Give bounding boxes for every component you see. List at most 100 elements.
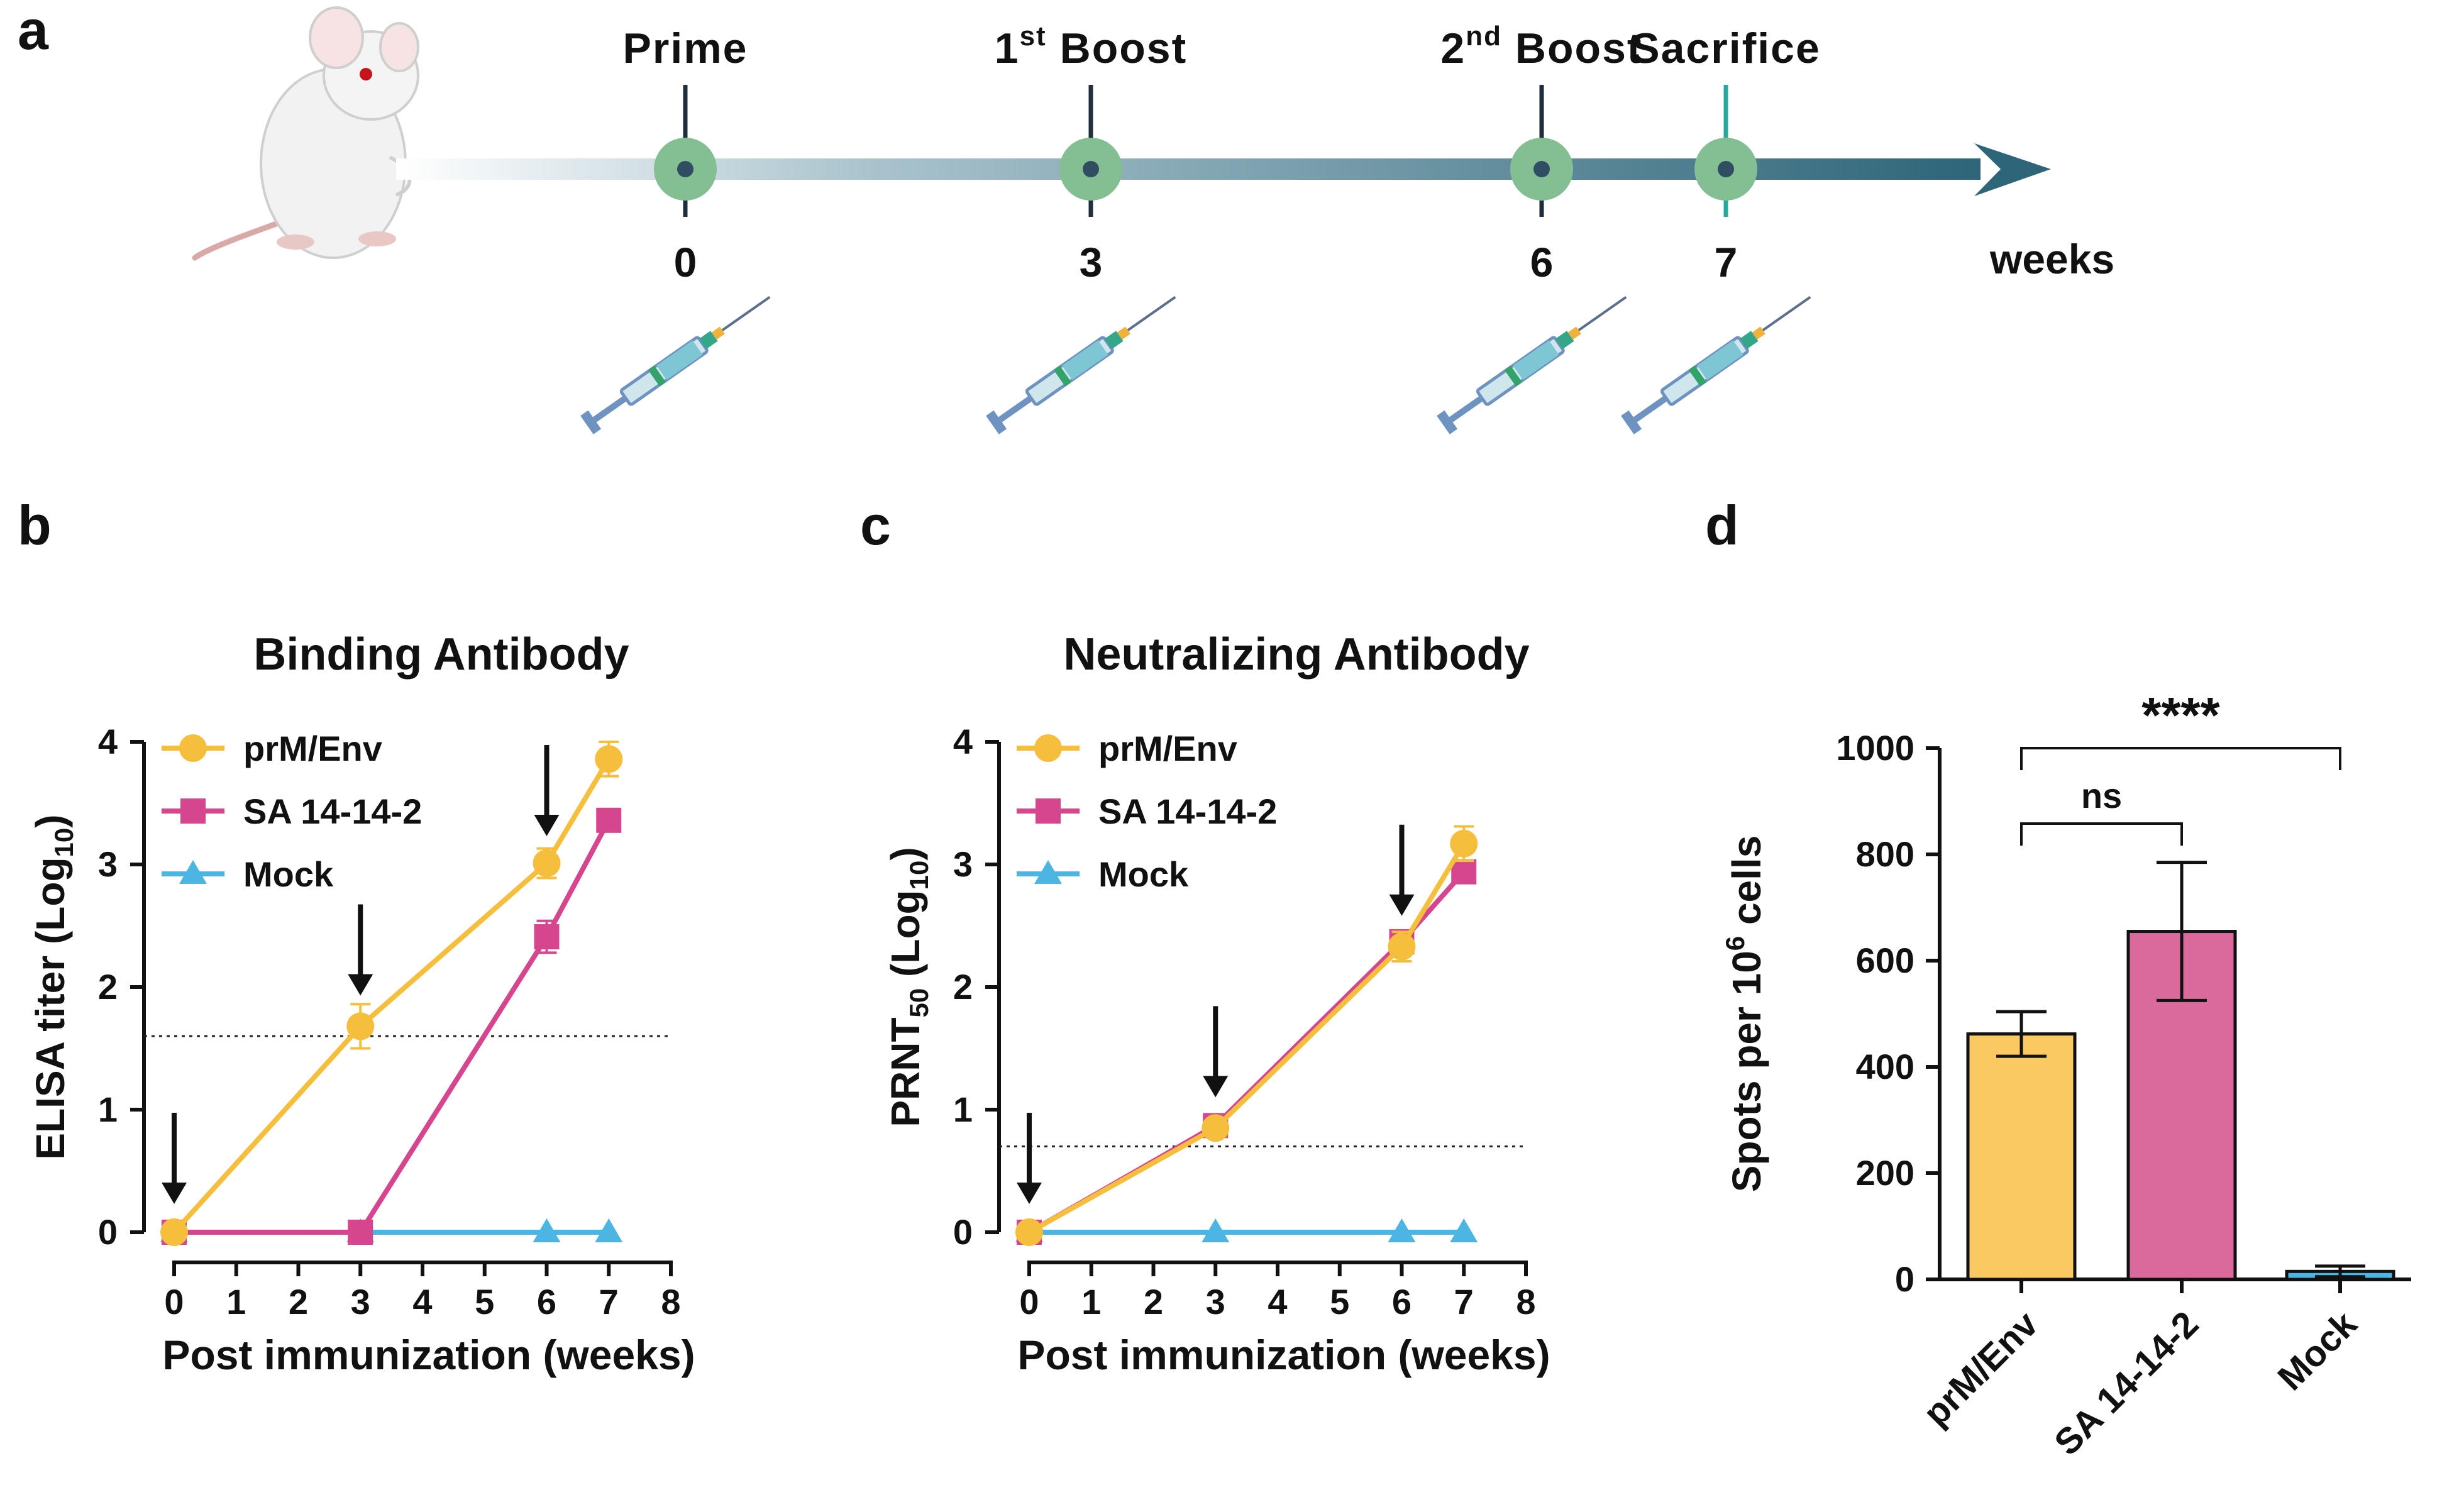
syringe-needle	[1577, 295, 1627, 331]
syringe-cap	[711, 326, 725, 340]
timeline-arrowhead	[1974, 143, 2051, 196]
syringe-cap	[1117, 326, 1130, 340]
panel-label-d: d	[1705, 494, 1739, 556]
y-tick-label: 3	[953, 844, 973, 884]
syringe-cap	[1752, 326, 1765, 340]
syringe-needle	[1762, 295, 1811, 331]
binding-antibody-chart: Binding Antibody 0 1 2 3 4 0 1 2 3 4 5 6 7 8 Post immun…	[28, 629, 695, 1378]
timeline-node-dot	[1718, 161, 1734, 177]
legend-marker	[179, 734, 207, 762]
syringe-fluid	[1513, 340, 1559, 380]
syringe-plunger	[998, 395, 1033, 422]
syringe-hub	[1555, 331, 1574, 350]
syringe-band	[1504, 365, 1522, 387]
y-tick-label: 4	[98, 722, 118, 761]
y-tick-label: 1	[98, 1090, 118, 1129]
x-tick-label: 2	[1144, 1282, 1163, 1322]
legend-marker	[180, 798, 206, 824]
y-axis-label-text: PRNT	[883, 1017, 928, 1127]
timeline-event-label: 1st Boost	[995, 21, 1188, 72]
significance-bracket	[2020, 747, 2341, 770]
y-axis-label-sub2: 10	[904, 861, 934, 890]
syringe-plunger	[1633, 395, 1668, 422]
timeline-node-dot	[1533, 161, 1550, 177]
boost-arrow-head	[1389, 894, 1415, 916]
y-tick-label: 2	[953, 967, 973, 1007]
syringe-plunger	[592, 395, 627, 422]
x-tick-label: 7	[599, 1282, 619, 1322]
category-label: SA 14-14-2	[2047, 1303, 2206, 1463]
legend-marker	[179, 860, 207, 884]
series-line	[174, 819, 611, 1235]
syringe-icon	[580, 295, 771, 434]
timeline-unit: weeks	[1989, 236, 2114, 282]
data-point	[596, 807, 622, 833]
y-tick-label: 800	[1856, 834, 1914, 874]
significance-bracket	[2020, 822, 2183, 846]
y-axis-label-end2: )	[883, 847, 928, 860]
syringe-band	[648, 365, 666, 387]
timeline-panel: weeks Prime 0 1st Boost 3 2nd Boost 6 Sacrific…	[192, 6, 2114, 434]
x-tick-label: 3	[351, 1282, 370, 1322]
legend-marker	[1034, 734, 1062, 762]
syringe-needle	[1127, 295, 1176, 331]
y-axis-label: ELISA titer (Log10)	[28, 814, 79, 1159]
series-line	[1028, 842, 1466, 1235]
x-axis-label: Post immunization (weeks)	[162, 1332, 695, 1378]
x-tick-label: 5	[1330, 1282, 1349, 1322]
data-point	[1450, 829, 1478, 858]
y-axis-label-text: ELISA titer (Log	[28, 857, 73, 1159]
boost-arrow-head	[1017, 1183, 1042, 1204]
boost-arrow-head	[1203, 1076, 1229, 1098]
data-point	[533, 1218, 561, 1242]
chart-title: Neutralizing Antibody	[1063, 629, 1529, 680]
timeline-week-label: 7	[1715, 239, 1738, 285]
significance-label: ****	[2141, 687, 2220, 743]
y-tick-label: 4	[953, 722, 973, 761]
syringe-fluid	[1697, 340, 1743, 380]
y-axis-label-sup: 6	[1720, 936, 1750, 951]
data-point	[1015, 1218, 1043, 1246]
syringe-hub	[1740, 331, 1759, 350]
legend-label: prM/Env	[243, 729, 382, 768]
boost-arrow-head	[162, 1183, 187, 1204]
y-tick-label: 0	[953, 1212, 973, 1252]
panel-label-a: a	[18, 0, 49, 61]
syringe-hub	[1105, 331, 1124, 350]
timeline-week-label: 6	[1530, 239, 1554, 285]
timeline-event-name: 2	[1440, 25, 1466, 72]
timeline-event-tail: Boost	[1502, 25, 1643, 72]
timeline-event-label: 2nd Boost	[1440, 21, 1642, 72]
timeline-week-label: 0	[674, 239, 697, 285]
y-tick-label: 1	[953, 1090, 973, 1129]
y-axis-label-text: Spots per 10	[1724, 951, 1769, 1192]
data-point	[1388, 1218, 1416, 1242]
timeline-event-sup: nd	[1466, 21, 1502, 52]
syringe-plunger-head	[986, 410, 1007, 434]
y-axis-label: Spots per 106 cells	[1720, 836, 1769, 1193]
significance-label: ns	[2081, 776, 2122, 815]
y-tick-label: 0	[98, 1212, 118, 1252]
x-axis-label: Post immunization (weeks)	[1017, 1332, 1550, 1378]
x-tick-label: 0	[164, 1282, 184, 1322]
x-tick-label: 0	[1019, 1282, 1039, 1322]
timeline-event-name: Sacrifice	[1631, 25, 1821, 72]
x-tick-label: 5	[475, 1282, 494, 1322]
elispot-bar-chart: 0 200 400 600 800 1000 Spots per 106 cells prM/…	[1720, 687, 2411, 1463]
syringe-icon	[986, 295, 1176, 434]
syringe-plunger-head	[1621, 410, 1642, 434]
data-point	[160, 1218, 188, 1246]
series-line	[172, 758, 611, 1234]
syringe-fluid	[656, 340, 703, 380]
syringe-icon	[1437, 295, 1627, 434]
panel-label-b: b	[18, 494, 52, 556]
syringe-hub	[699, 331, 718, 350]
timeline-event-sup: st	[1020, 21, 1047, 52]
category-label: prM/Env	[1915, 1303, 2046, 1434]
syringe-cap	[1567, 326, 1581, 340]
bar	[1966, 1032, 2077, 1281]
data-point	[533, 849, 561, 878]
x-tick-label: 7	[1454, 1282, 1474, 1322]
syringe-plunger-head	[1437, 410, 1458, 434]
